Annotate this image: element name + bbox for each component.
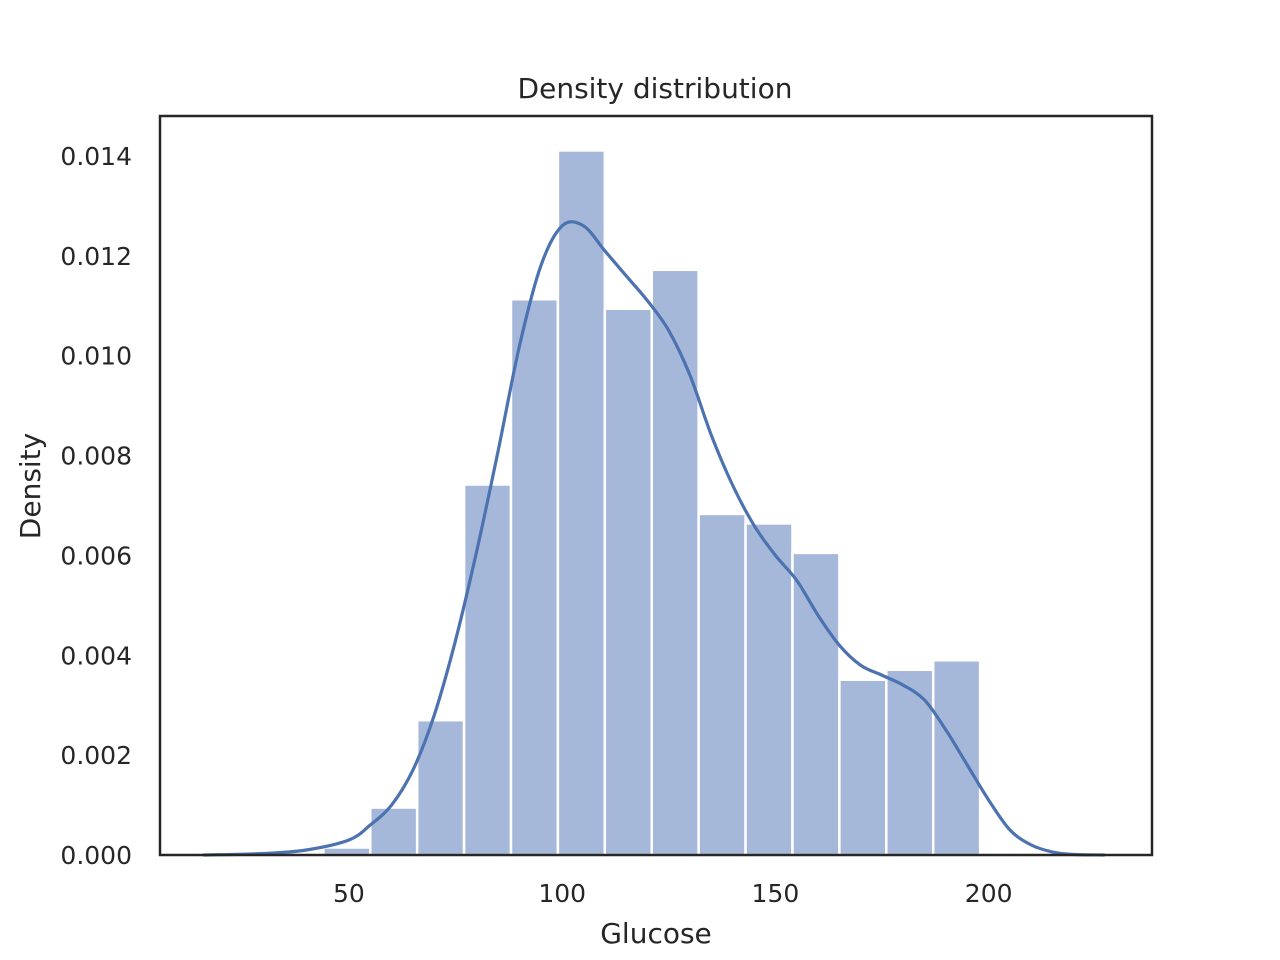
histogram-bars — [322, 149, 982, 857]
y-axis-ticks: 0.000 0.002 0.004 0.006 0.008 0.010 0.012 0.014 — [60, 142, 132, 870]
histogram-bar — [791, 551, 841, 857]
y-tick-label: 0.004 — [60, 641, 132, 670]
x-axis-ticks: 50 100 150 200 — [333, 879, 1012, 908]
y-tick-label: 0.010 — [60, 342, 132, 371]
histogram-bar — [650, 268, 700, 857]
y-tick-label: 0.012 — [60, 242, 132, 271]
histogram-bar — [369, 806, 419, 857]
histogram-bar — [744, 522, 794, 857]
x-tick-label: 150 — [752, 879, 800, 908]
x-tick-label: 200 — [965, 879, 1013, 908]
y-tick-label: 0.006 — [60, 541, 132, 570]
x-axis-label: Glucose — [600, 917, 712, 950]
kde-line — [202, 220, 1106, 857]
plot-frame — [158, 114, 1154, 857]
x-tick-label: 100 — [538, 879, 586, 908]
chart-title: Density distribution — [518, 72, 793, 105]
y-tick-label: 0.008 — [60, 442, 132, 471]
histogram-bar — [462, 483, 513, 857]
histogram-bar — [838, 678, 888, 857]
y-axis-label: Density — [14, 433, 47, 539]
histogram-bar — [885, 668, 935, 857]
histogram-bar — [931, 659, 982, 857]
x-tick-label: 50 — [333, 879, 365, 908]
y-tick-label: 0.000 — [60, 841, 132, 870]
histogram-bar — [556, 149, 607, 857]
histogram-bar — [603, 307, 653, 857]
histogram-bar — [697, 512, 747, 857]
y-tick-label: 0.002 — [60, 741, 132, 770]
histogram-bar — [509, 298, 560, 857]
y-tick-label: 0.014 — [60, 142, 132, 171]
